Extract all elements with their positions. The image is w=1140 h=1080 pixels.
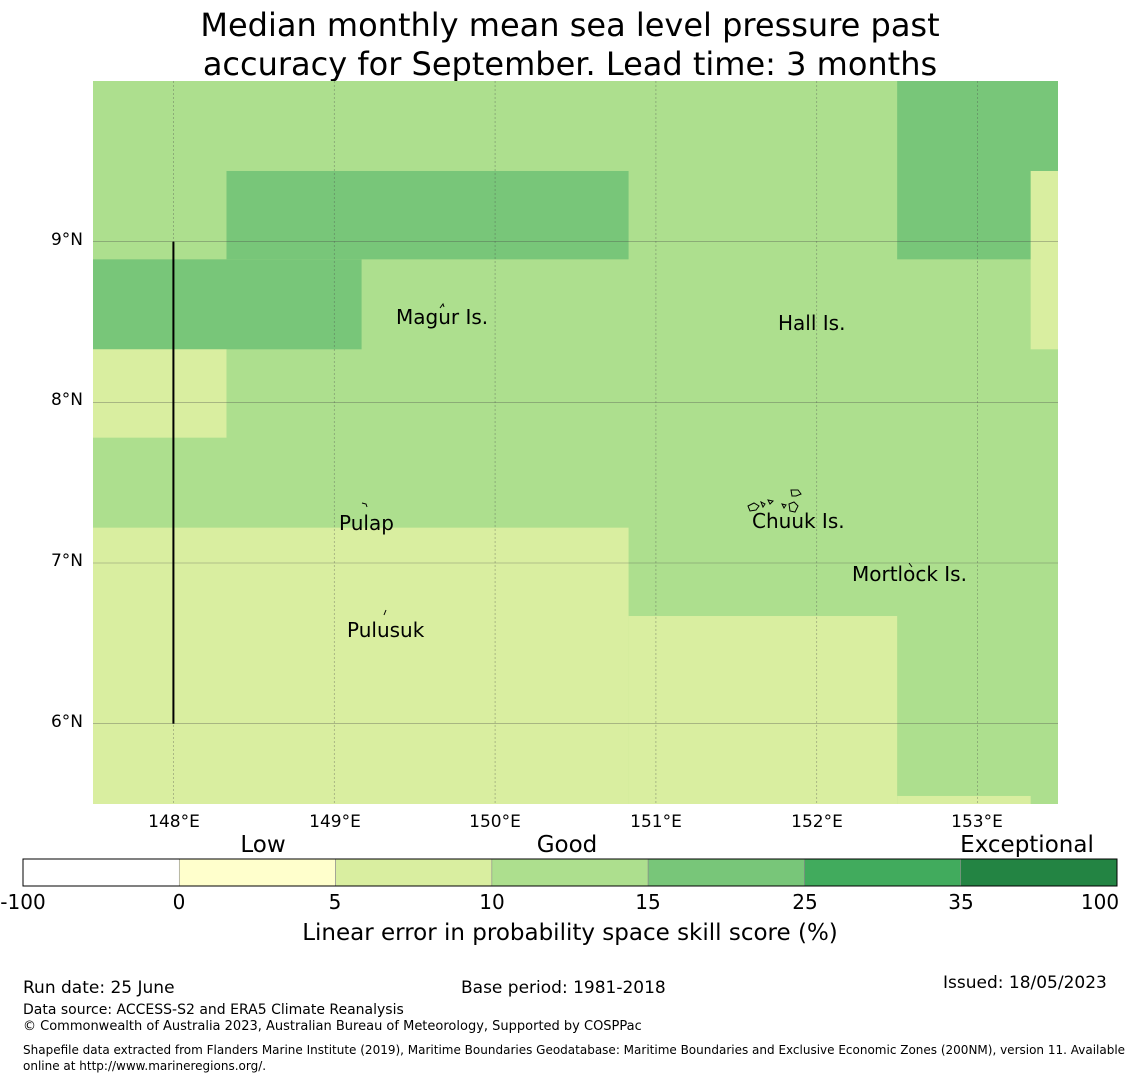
colorbar-tick: 15	[635, 890, 661, 914]
issued-date: Issued: 18/05/2023	[943, 973, 1107, 993]
chuuk-lagoon-outline	[747, 489, 802, 513]
skill-region-5-10	[628, 616, 898, 804]
place-label-chuuk: Chuuk Is.	[752, 509, 845, 533]
colorbar-segment	[335, 858, 493, 887]
map-title-line-1: Median monthly mean sea level pressure p…	[200, 6, 940, 44]
place-label-hall: Hall Is.	[778, 311, 846, 335]
magur-island-outline	[439, 302, 445, 309]
island-outlines	[361, 302, 913, 616]
copyright-notice: © Commonwealth of Australia 2023, Austra…	[23, 1019, 642, 1034]
x-tick-149e: 149°E	[309, 812, 361, 832]
y-tick-6n: 6°N	[50, 712, 83, 732]
skill-region-5-10	[1030, 170, 1058, 350]
place-label-pulap: Pulap	[339, 511, 394, 535]
colorbar-category-exceptional: Exceptional	[960, 832, 1094, 858]
colorbar-segment	[491, 858, 649, 887]
shapefile-credit: Shapefile data extracted from Flanders M…	[23, 1043, 1126, 1073]
mortlock-island-outline	[908, 562, 913, 568]
x-tick-151e: 151°E	[630, 812, 682, 832]
colorbar-category-low: Low	[240, 832, 286, 858]
colorbar-tick: 100	[1080, 890, 1120, 914]
skill-region-5-10	[93, 349, 227, 438]
x-tick-150e: 150°E	[469, 812, 521, 832]
pulusuk-island-outline	[383, 609, 387, 616]
colorbar-segment	[178, 858, 336, 887]
skill-region-15-25	[226, 170, 629, 260]
y-tick-8n: 8°N	[50, 390, 83, 410]
map-gridlines	[93, 81, 1058, 804]
skill-region-5-10	[897, 795, 1031, 804]
colorbar	[22, 858, 1118, 887]
colorbar-segment	[960, 858, 1118, 887]
colorbar-tick: 25	[792, 890, 818, 914]
base-period: Base period: 1981-2018	[461, 978, 666, 998]
place-label-mortlock: Mortlock Is.	[852, 562, 967, 586]
colorbar-tick: 0	[172, 890, 186, 914]
colorbar-tick: 10	[479, 890, 505, 914]
place-label-pulusuk: Pulusuk	[347, 618, 425, 642]
colorbar-segment	[647, 858, 805, 887]
pulap-island-outline	[361, 502, 368, 508]
skill-region-5-10	[93, 527, 629, 804]
x-tick-153e: 153°E	[951, 812, 1003, 832]
colorbar-tick: 5	[328, 890, 342, 914]
colorbar-segment	[22, 858, 180, 887]
x-tick-152e: 152°E	[791, 812, 843, 832]
place-label-magur: Magur Is.	[396, 305, 489, 329]
y-tick-7n: 7°N	[50, 551, 83, 571]
x-tick-148e: 148°E	[148, 812, 200, 832]
colorbar-category-good: Good	[536, 832, 598, 858]
map-skill-layer	[93, 81, 1058, 804]
colorbar-tick: -100	[0, 890, 46, 914]
colorbar-label: Linear error in probability space skill …	[302, 920, 838, 946]
colorbar-tick: 35	[948, 890, 974, 914]
map-title-line-2: accuracy for September. Lead time: 3 mon…	[202, 45, 938, 83]
run-date: Run date: 25 June	[23, 978, 175, 998]
y-tick-9n: 9°N	[50, 230, 83, 250]
skill-region-15-25	[93, 259, 362, 350]
data-source: Data source: ACCESS-S2 and ERA5 Climate …	[23, 1002, 404, 1018]
colorbar-frame	[22, 858, 1118, 887]
colorbar-segment	[804, 858, 962, 887]
